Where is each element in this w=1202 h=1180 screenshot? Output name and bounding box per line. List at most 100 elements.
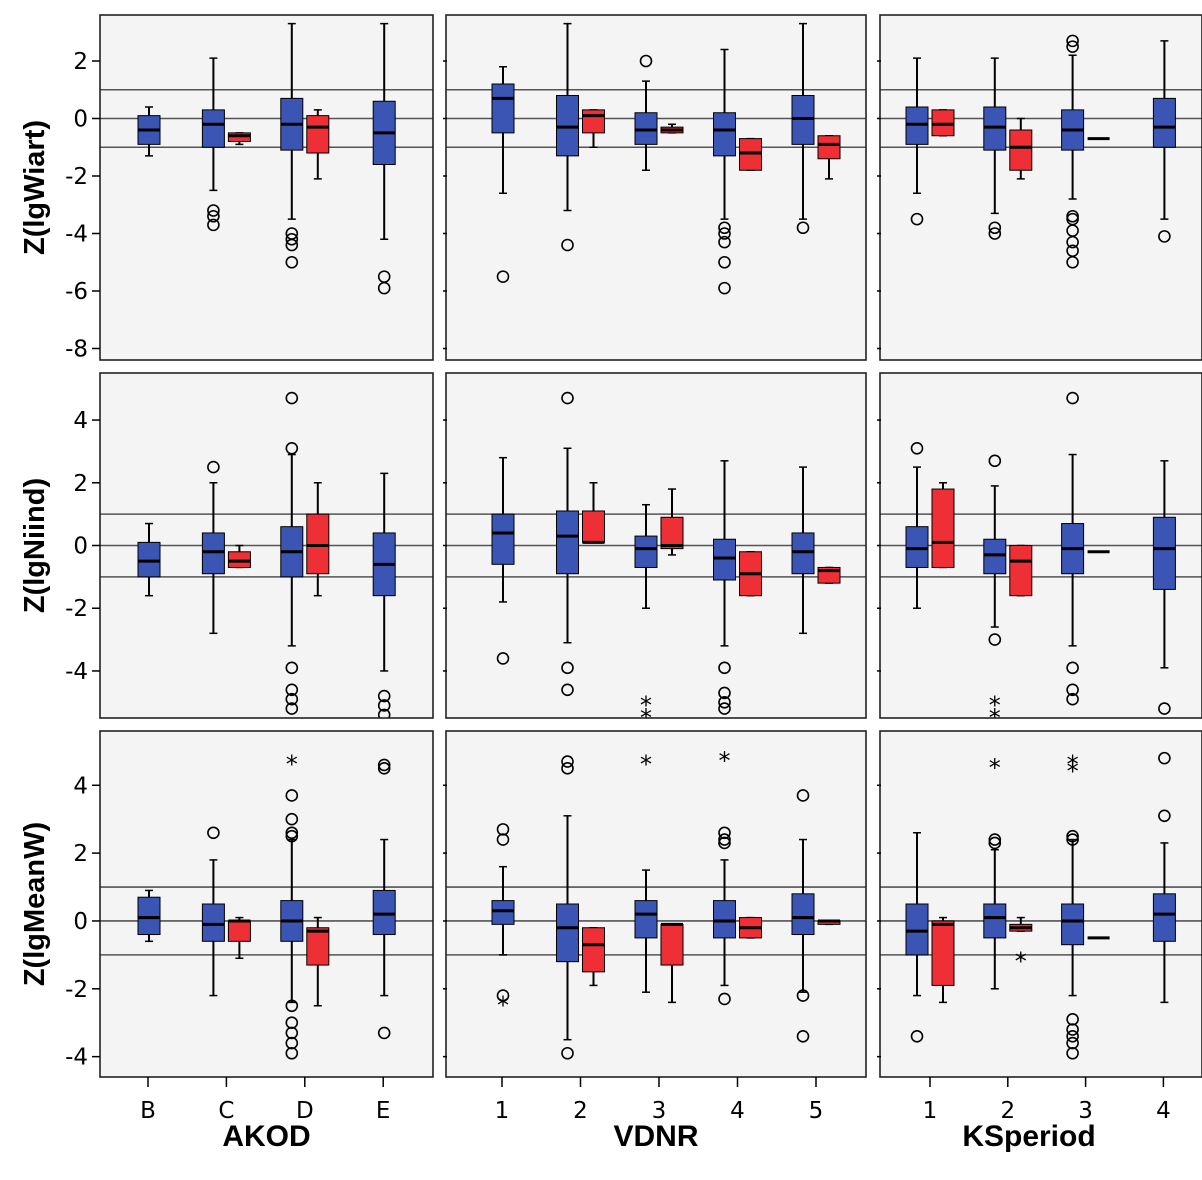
extreme-point: * bbox=[286, 751, 298, 779]
box-group1-cat-2 bbox=[1061, 391, 1085, 706]
box-group1-cat-1 bbox=[201, 826, 225, 997]
box-body bbox=[582, 109, 605, 134]
box-group1-cat-3 bbox=[372, 472, 396, 718]
box-body bbox=[983, 538, 1007, 575]
x-tick-label: 2 bbox=[1000, 1098, 1015, 1124]
y-tick-label: -4 bbox=[65, 1045, 88, 1071]
outlier-point bbox=[285, 661, 299, 675]
outlier-point bbox=[561, 238, 574, 252]
outlier-point bbox=[988, 454, 1002, 468]
box-group2-cat-1 bbox=[1009, 117, 1033, 180]
box-body bbox=[1009, 129, 1033, 171]
outlier-point bbox=[718, 992, 731, 1006]
box-group2-cat-0 bbox=[931, 482, 955, 569]
panel-r0-c2 bbox=[877, 14, 1202, 361]
extreme-point: * bbox=[1015, 947, 1027, 975]
box-body bbox=[201, 532, 225, 575]
box-body bbox=[1152, 97, 1176, 148]
outlier-point bbox=[718, 702, 731, 715]
outlier-point bbox=[1066, 661, 1079, 675]
y-tick-label: -8 bbox=[65, 337, 88, 363]
outlier-point bbox=[285, 1016, 299, 1030]
box-group1-cat-1 bbox=[201, 57, 225, 232]
outlier-point bbox=[285, 1036, 299, 1050]
outlier-point bbox=[496, 270, 510, 283]
panel-r0-c1 bbox=[443, 14, 867, 361]
box-body bbox=[582, 927, 605, 973]
outlier-point bbox=[207, 204, 220, 217]
box-body bbox=[817, 135, 841, 160]
outlier-point bbox=[561, 762, 574, 775]
outlier-point bbox=[988, 221, 1002, 235]
box-group2-cat-2 bbox=[660, 488, 684, 556]
box-group2-cat-1 bbox=[227, 132, 251, 146]
box-body bbox=[791, 893, 815, 936]
outlier-point bbox=[718, 281, 731, 295]
box-group1-cat-3 bbox=[372, 22, 396, 295]
outlier-point bbox=[496, 823, 510, 836]
outlier-point bbox=[496, 989, 510, 1002]
box-body bbox=[306, 115, 330, 154]
outlier-point bbox=[1066, 235, 1079, 249]
outlier-point bbox=[796, 221, 810, 235]
outlier-point bbox=[561, 1046, 574, 1060]
box-body bbox=[713, 112, 736, 157]
outlier-point bbox=[377, 762, 391, 775]
outlier-point bbox=[718, 227, 731, 240]
panel-frame bbox=[879, 14, 1202, 361]
x-axis-title: AKOD bbox=[222, 1120, 310, 1153]
extreme-point: * bbox=[989, 704, 1001, 732]
outlier-point bbox=[718, 661, 731, 675]
y-axis-title: Z(lgMeanW) bbox=[19, 822, 51, 986]
box-group1-cat-1: * bbox=[983, 754, 1007, 990]
outlier-point bbox=[1066, 1013, 1079, 1026]
box-group1-cat-2 bbox=[1061, 34, 1085, 269]
box-group1-cat-4 bbox=[791, 789, 815, 1043]
box-group1-cat-3: * bbox=[713, 747, 736, 1006]
y-axis-title: Z(lgNiind) bbox=[19, 478, 51, 613]
box-body bbox=[137, 896, 161, 936]
outlier-point bbox=[1066, 1029, 1079, 1043]
box-body bbox=[634, 900, 658, 939]
box-group2-cat-4 bbox=[817, 566, 841, 584]
x-axis-title: VDNR bbox=[613, 1120, 698, 1153]
panel-frame bbox=[445, 14, 867, 361]
box-group1-cat-3 bbox=[1152, 460, 1176, 715]
box-group2-cat-2 bbox=[660, 123, 684, 134]
panel-background bbox=[100, 15, 433, 360]
box-group2-cat-1 bbox=[582, 109, 605, 148]
box-group1-cat-3 bbox=[1152, 751, 1176, 1004]
box-group2-cat-1 bbox=[582, 926, 605, 987]
box-body bbox=[201, 903, 225, 942]
box-body bbox=[306, 927, 330, 966]
box-group1-cat-0 bbox=[491, 66, 515, 283]
box-group1-cat-0 bbox=[905, 832, 929, 1043]
box-group1-cat-0 bbox=[137, 522, 161, 597]
y-tick-label: -2 bbox=[65, 977, 88, 1003]
panel-r1-c2: ** bbox=[877, 372, 1202, 732]
outlier-point bbox=[496, 652, 510, 665]
outlier-point bbox=[207, 209, 220, 223]
box-body bbox=[1152, 516, 1176, 590]
box-body bbox=[556, 510, 579, 575]
outlier-point bbox=[1158, 809, 1171, 823]
box-group1-cat-1 bbox=[556, 755, 579, 1060]
outlier-point bbox=[285, 683, 299, 697]
box-group1-cat-1 bbox=[556, 391, 579, 697]
x-tick-label: 1 bbox=[923, 1098, 938, 1124]
outlier-point bbox=[910, 441, 924, 455]
extreme-point: * bbox=[640, 691, 652, 719]
outlier-point bbox=[285, 1046, 299, 1060]
y-tick-label: -4 bbox=[65, 222, 88, 248]
y-tick-label: 0 bbox=[73, 534, 88, 560]
box-body bbox=[556, 903, 579, 963]
outlier-point bbox=[207, 460, 220, 474]
box-group1-cat-0 bbox=[491, 456, 515, 665]
y-tick-label: 2 bbox=[73, 49, 88, 75]
box-group2-cat-1: * bbox=[1009, 916, 1033, 975]
box-body bbox=[227, 551, 251, 568]
box-group2-cat-1 bbox=[582, 482, 605, 544]
panel-background bbox=[446, 15, 866, 360]
box-group2-cat-1 bbox=[1009, 544, 1033, 597]
